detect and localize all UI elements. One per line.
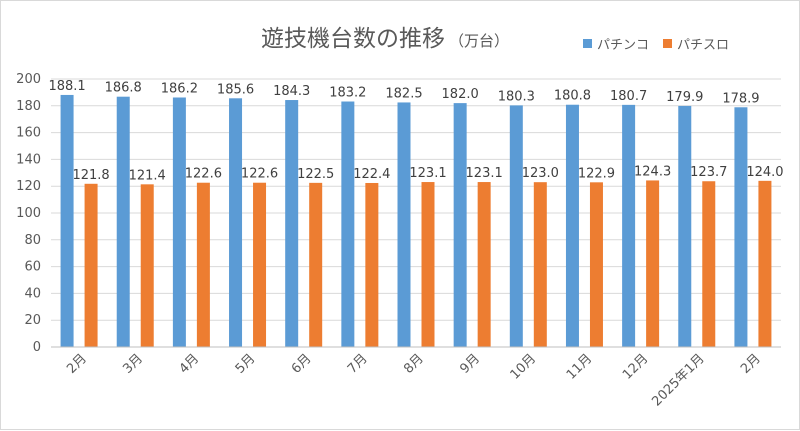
y-tick-label: 80 [24,233,41,248]
x-tick-label: 12月 [620,351,651,382]
legend-item-pachinko: パチンコ [583,34,649,53]
data-label-pachislot: 124.3 [634,164,671,179]
y-tick-label: 120 [16,179,41,194]
y-tick-label: 200 [16,72,41,87]
bar-pachislot [365,182,379,347]
data-label-pachinko: 180.3 [498,89,535,104]
legend-item-pachislot: パチスロ [663,34,729,53]
legend-swatch-pachislot [663,39,673,48]
bar-pachislot [253,182,267,347]
x-tick-label: 2025年1月 [649,351,707,409]
bar-pachislot [140,184,154,347]
x-tick-label: 2月 [64,351,90,377]
x-tick-label: 4月 [177,351,203,377]
bar-pachislot [477,182,491,347]
data-label-pachislot: 123.1 [466,166,503,181]
data-label-pachinko: 184.3 [273,84,310,99]
bar-pachinko [453,103,467,348]
x-tick-label: 11月 [564,351,595,382]
legend-label-pachinko: パチンコ [597,38,650,53]
x-tick-label: 5月 [233,351,259,377]
legend: パチンコ パチスロ [583,34,729,53]
data-label-pachislot: 123.7 [690,165,727,180]
data-label-pachinko: 178.9 [722,91,759,106]
bar-pachinko [229,98,243,348]
bar-pachislot [646,180,660,347]
x-tick-label: 9月 [457,351,483,377]
data-label-pachinko: 183.2 [329,86,366,101]
data-label-pachislot: 122.4 [353,167,390,182]
chart-unit: （万台） [449,32,510,50]
data-label-pachislot: 123.1 [409,166,446,181]
data-label-pachislot: 121.4 [129,168,166,183]
x-tick-label: 8月 [401,351,427,377]
bar-pachislot [196,182,210,347]
data-label-pachislot: 122.5 [297,167,334,182]
data-label-pachislot: 122.9 [578,166,615,181]
data-label-pachinko: 180.8 [554,89,591,104]
data-label-pachislot: 121.8 [72,168,109,183]
data-label-pachinko: 179.9 [666,90,703,105]
data-label-pachinko: 182.5 [385,86,422,101]
bar-pachislot [84,183,98,347]
bar-pachinko [509,105,523,347]
data-label-pachinko: 180.7 [610,89,647,104]
bar-pachislot [589,182,603,347]
bar-pachislot [758,180,772,347]
chart-title: 遊技機台数の推移 （万台） [261,19,509,53]
legend-label-pachislot: パチスロ [677,38,730,53]
bar-pachislot [309,182,323,347]
x-tick-label: 7月 [345,351,371,377]
bar-pachislot [421,182,435,347]
data-label-pachinko: 182.0 [442,87,479,102]
y-tick-label: 160 [16,126,41,141]
y-tick-label: 20 [24,313,41,328]
y-tick-label: 180 [16,99,41,114]
bar-pachinko [285,100,299,348]
chart-title-text: 遊技機台数の推移 [261,26,445,52]
data-label-pachislot: 124.0 [746,165,783,180]
y-tick-label: 60 [24,260,41,275]
data-label-pachinko: 185.6 [217,82,254,97]
legend-swatch-pachinko [583,39,592,48]
x-tick-label: 10月 [508,351,539,382]
y-tick-label: 0 [33,340,41,355]
x-tick-label: 6月 [289,351,315,377]
y-tick-label: 40 [24,286,41,301]
x-tick-label: 2月 [738,351,764,377]
bar-pachislot [533,182,547,347]
bar-pachinko [116,96,130,347]
data-label-pachinko: 186.2 [161,81,198,96]
data-label-pachinko: 188.1 [48,79,85,94]
data-label-pachislot: 122.6 [185,167,222,182]
x-tick-label: 3月 [120,351,146,377]
data-label-pachislot: 123.0 [522,166,559,181]
y-tick-label: 140 [16,152,41,167]
bar-pachinko [734,107,748,347]
data-label-pachinko: 186.8 [105,81,142,96]
bar-pachinko [622,104,636,347]
data-label-pachislot: 122.6 [241,167,278,182]
y-tick-label: 100 [16,206,41,221]
bar-pachinko [172,97,186,347]
bar-pachinko [397,102,411,347]
bar-pachinko [678,105,692,348]
bar-pachinko [341,101,355,348]
bar-pachinko [60,94,74,347]
bar-pachinko [565,104,579,347]
bar-pachislot [702,181,716,347]
